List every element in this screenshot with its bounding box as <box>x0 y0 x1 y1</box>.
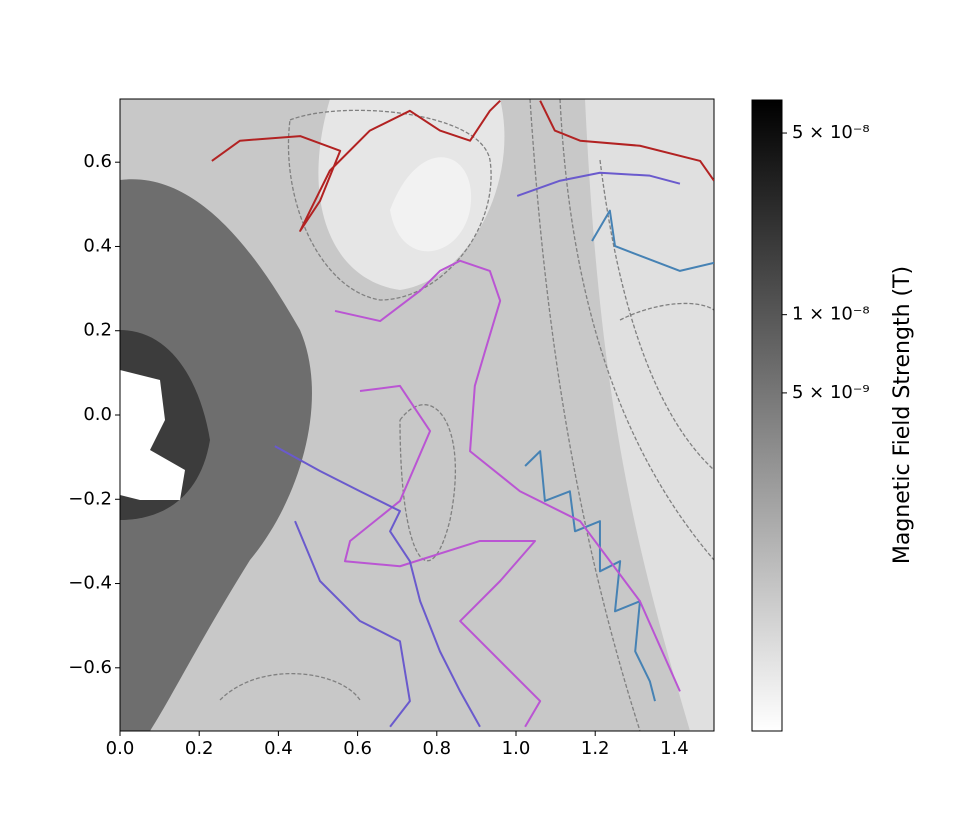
y-tick-label: 0.0 <box>83 404 112 425</box>
trajectory <box>334 259 681 692</box>
trajectory <box>294 520 411 728</box>
colorbar-tick-label: 5 × 10⁻⁹ <box>792 382 870 403</box>
x-tick-label: 0.6 <box>343 738 372 759</box>
colorbar <box>751 99 783 732</box>
trajectory <box>524 450 656 702</box>
y-tick-label: −0.6 <box>68 657 112 678</box>
y-tick-label: −0.2 <box>68 488 112 509</box>
colorbar-tick-label: 5 × 10⁻⁸ <box>792 122 870 143</box>
y-tick-label: 0.4 <box>83 235 112 256</box>
colorbar-label: Magnetic Field Strength (T) <box>890 266 915 564</box>
y-tick-label: 0.2 <box>83 320 112 341</box>
x-tick-label: 0.4 <box>264 738 293 759</box>
trajectory <box>211 99 501 232</box>
x-tick-label: 0.8 <box>422 738 451 759</box>
field-background <box>120 99 714 731</box>
x-tick-label: 1.0 <box>502 738 531 759</box>
x-tick-label: 0.0 <box>106 738 135 759</box>
trajectory <box>516 171 681 197</box>
x-tick-label: 0.2 <box>185 738 214 759</box>
trajectory <box>274 445 481 728</box>
x-tick-label: 1.4 <box>660 738 689 759</box>
x-tick-label: 1.2 <box>581 738 610 759</box>
y-tick-label: −0.4 <box>68 573 112 594</box>
trajectory <box>539 100 714 182</box>
trajectory <box>343 384 542 728</box>
y-tick-label: 0.6 <box>83 151 112 172</box>
trajectory <box>591 209 714 272</box>
colorbar-tick-label: 1 × 10⁻⁸ <box>792 304 870 325</box>
trajectories <box>211 99 714 728</box>
